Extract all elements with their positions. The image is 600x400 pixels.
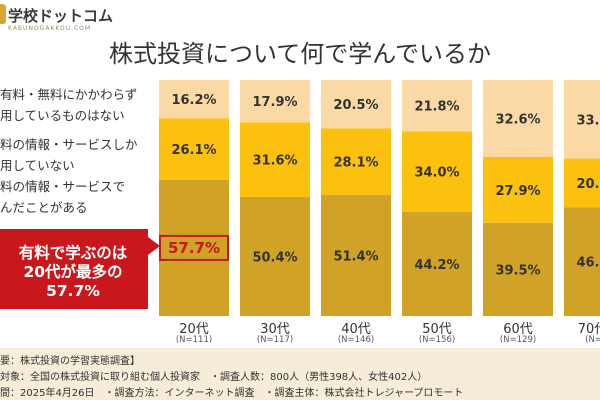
data-label-free-only: 20.6% [576, 177, 600, 192]
data-label-paid: 46.1% [576, 256, 600, 271]
data-label-free-only: 28.1% [333, 156, 378, 171]
footer-line: 要：株式投資の学習実態調査】 [0, 356, 140, 367]
legend-item-free-only: 料の情報・サービスしか 用していない [0, 137, 138, 173]
data-label-paid: 50.4% [252, 250, 297, 265]
footer-line: 対象：全国の株式投資に取り組む個人投資家 ・調査人数：800人（男性398人、女… [0, 372, 428, 383]
sample-size-label: (N=146) [337, 335, 375, 345]
callout-line: 20代が最多の [23, 263, 123, 281]
sample-size-label: (N=117) [256, 335, 294, 345]
data-label-paid: 39.5% [495, 263, 540, 278]
bar-segment-free-only [483, 156, 553, 223]
callout-box [0, 229, 148, 309]
bar-segment-paid [159, 179, 229, 316]
sample-size-label: (N=14 [585, 335, 600, 345]
sample-size-label: (N=129) [499, 335, 537, 345]
highlight-box [159, 234, 229, 261]
data-label-paid: 51.4% [333, 249, 378, 264]
data-label-free-only: 26.1% [171, 143, 216, 158]
data-label-none: 21.8% [414, 100, 459, 115]
bar-segment-free-only [321, 128, 391, 195]
data-label-paid: 57.7% [168, 239, 220, 257]
bar-segment-free-only [402, 131, 472, 212]
legend-item-paid: 料の情報・サービスで んだことがある [0, 179, 126, 215]
bar-segment-none [159, 80, 229, 119]
bar-segment-free-only [240, 122, 310, 197]
logo-subtext: KABUNOGAKKOU.COM [8, 25, 92, 32]
callout-arrow [148, 237, 160, 255]
bar-segment-paid [564, 207, 600, 316]
data-label-free-only: 27.9% [495, 184, 540, 199]
logo-text: 学校ドットコム [8, 7, 114, 25]
sample-size-label: (N=156) [418, 335, 456, 345]
data-label-none: 33.3% [576, 113, 600, 128]
data-label-none: 17.9% [252, 95, 297, 110]
sample-size-label: (N=111) [175, 335, 213, 345]
survey-footer: 要：株式投資の学習実態調査】 対象：全国の株式投資に取り組む個人投資家 ・調査人… [0, 348, 600, 400]
legend-item-none: 有料・無料にかかわらず 用しているものはない [0, 87, 138, 123]
bar-segment-none [402, 80, 472, 132]
data-label-none: 20.5% [333, 98, 378, 113]
callout-line: 57.7% [46, 282, 100, 300]
bar-segment-free-only [564, 158, 600, 208]
category-label: 70代以 [577, 322, 600, 337]
category-label: 20代 [179, 322, 209, 337]
bar-segment-none [321, 80, 391, 129]
callout-text: 有料で学ぶのは 20代が最多の 57.7% [0, 244, 148, 301]
chart-title: 株式投資について何で学んでいるか [108, 40, 492, 68]
category-label: 30代 [260, 322, 290, 337]
bar-segment-paid [402, 211, 472, 316]
data-label-none: 16.2% [171, 93, 216, 108]
bar-segment-paid [240, 196, 310, 316]
footer-line: 間：2025年4月26日 ・調査方法：インターネット調査 ・調査主体：株式会社ト… [0, 388, 464, 399]
data-label-none: 32.6% [495, 112, 540, 127]
bar-segment-paid [321, 194, 391, 316]
data-label-paid: 44.2% [414, 258, 459, 273]
bar-segment-none [483, 80, 553, 157]
school-logo-icon [0, 4, 6, 24]
bar-segment-none [240, 80, 310, 123]
bar-segment-paid [483, 222, 553, 316]
callout-line: 有料で学ぶのは [18, 244, 128, 262]
data-label-free-only: 31.6% [252, 154, 297, 169]
category-label: 60代 [503, 322, 533, 337]
category-label: 40代 [341, 322, 371, 337]
data-label-free-only: 34.0% [414, 166, 459, 181]
category-label: 50代 [422, 322, 452, 337]
bar-segment-none [564, 80, 600, 159]
bar-segment-free-only [159, 118, 229, 180]
